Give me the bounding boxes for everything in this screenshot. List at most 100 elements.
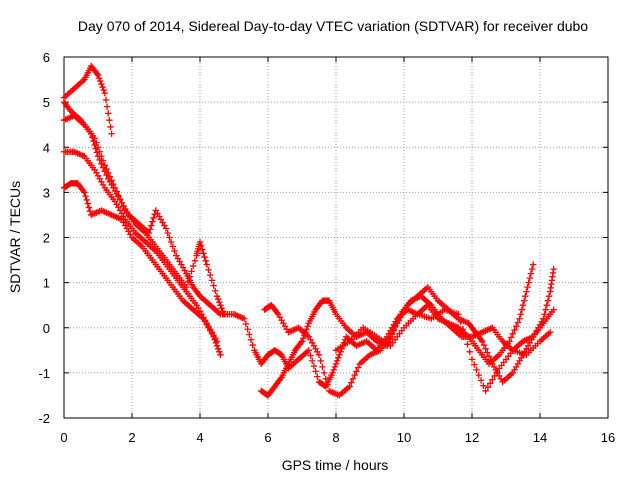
data-point	[455, 311, 462, 318]
data-point	[459, 326, 467, 333]
data-point	[543, 301, 550, 309]
data-point	[205, 266, 212, 274]
data-point	[111, 184, 119, 192]
x-tick-label: 10	[397, 430, 411, 445]
data-point	[332, 360, 340, 368]
y-tick-label: 4	[43, 140, 50, 155]
data-point	[105, 110, 112, 117]
data-point	[186, 273, 193, 280]
data-point	[191, 257, 199, 265]
data-point	[550, 306, 557, 313]
data-point	[216, 298, 223, 306]
data-point	[108, 177, 115, 184]
data-point	[480, 341, 488, 349]
data-point	[387, 333, 394, 340]
series-trace-a	[60, 62, 115, 137]
data-point	[484, 383, 492, 391]
data-point	[351, 371, 358, 379]
data-point	[484, 349, 491, 356]
data-point	[330, 366, 337, 374]
x-tick-label: 12	[465, 430, 479, 445]
data-point	[509, 330, 516, 337]
data-point	[83, 196, 90, 204]
data-point	[479, 338, 486, 345]
data-point	[242, 320, 250, 328]
data-point	[477, 377, 485, 384]
data-point	[169, 243, 176, 250]
data-point	[84, 200, 91, 207]
data-point	[315, 351, 323, 359]
data-point	[336, 351, 343, 359]
series-trace-e	[60, 180, 224, 359]
data-point	[110, 180, 117, 188]
data-point	[217, 301, 224, 309]
data-point	[85, 204, 93, 211]
data-point	[95, 74, 103, 82]
data-point	[208, 277, 216, 284]
data-point	[335, 354, 342, 362]
data-point	[210, 333, 217, 340]
data-point	[164, 229, 171, 237]
data-point	[108, 130, 115, 137]
data-point	[188, 268, 195, 275]
data-point	[149, 218, 156, 225]
data-point	[167, 238, 175, 246]
data-point	[102, 96, 110, 104]
data-point	[96, 148, 103, 155]
x-tick-label: 6	[264, 430, 271, 445]
data-point	[466, 348, 473, 356]
data-point	[150, 214, 157, 222]
data-point	[217, 351, 224, 359]
axis-ticks	[63, 56, 609, 419]
data-point	[545, 292, 553, 300]
data-point	[210, 282, 217, 289]
data-point	[171, 247, 178, 255]
data-point	[354, 364, 362, 371]
data-point	[522, 292, 529, 300]
data-point	[103, 103, 111, 110]
data-point	[507, 334, 515, 341]
data-point	[200, 250, 207, 257]
data-point	[247, 336, 255, 343]
data-point	[101, 89, 108, 97]
data-point	[480, 382, 487, 389]
data-point	[105, 169, 112, 177]
data-point	[457, 318, 464, 325]
data-point	[298, 338, 306, 345]
chart-title: Day 070 of 2014, Sidereal Day-to-day VTE…	[78, 18, 588, 34]
y-tick-label: 0	[43, 321, 50, 336]
data-point	[249, 341, 256, 349]
data-point	[91, 135, 98, 142]
data-point	[106, 173, 114, 180]
data-point	[116, 195, 124, 203]
data-point	[547, 329, 554, 336]
y-tick-label: 3	[43, 185, 50, 200]
data-point	[349, 375, 357, 383]
data-point	[518, 306, 526, 313]
data-point	[100, 86, 107, 94]
data-point	[151, 210, 158, 218]
data-point	[115, 192, 122, 199]
data-point	[304, 323, 311, 330]
data-point	[314, 373, 321, 380]
data-point	[517, 311, 524, 318]
data-point	[324, 381, 331, 389]
data-point	[244, 326, 251, 333]
data-point	[464, 341, 471, 348]
data-point	[322, 375, 329, 383]
data-point	[196, 238, 204, 246]
data-point	[493, 368, 501, 376]
x-tick-label: 4	[196, 430, 203, 445]
data-points	[60, 62, 557, 399]
data-point	[94, 144, 102, 151]
data-point	[103, 165, 110, 173]
data-point	[162, 225, 170, 232]
data-point	[524, 283, 531, 291]
x-tick-labels: 0 2 4 6 8 10 12 14 16	[60, 430, 615, 445]
data-point	[329, 369, 336, 377]
data-point	[113, 188, 120, 195]
data-point	[93, 139, 100, 146]
y-tick-label: 1	[43, 276, 50, 291]
